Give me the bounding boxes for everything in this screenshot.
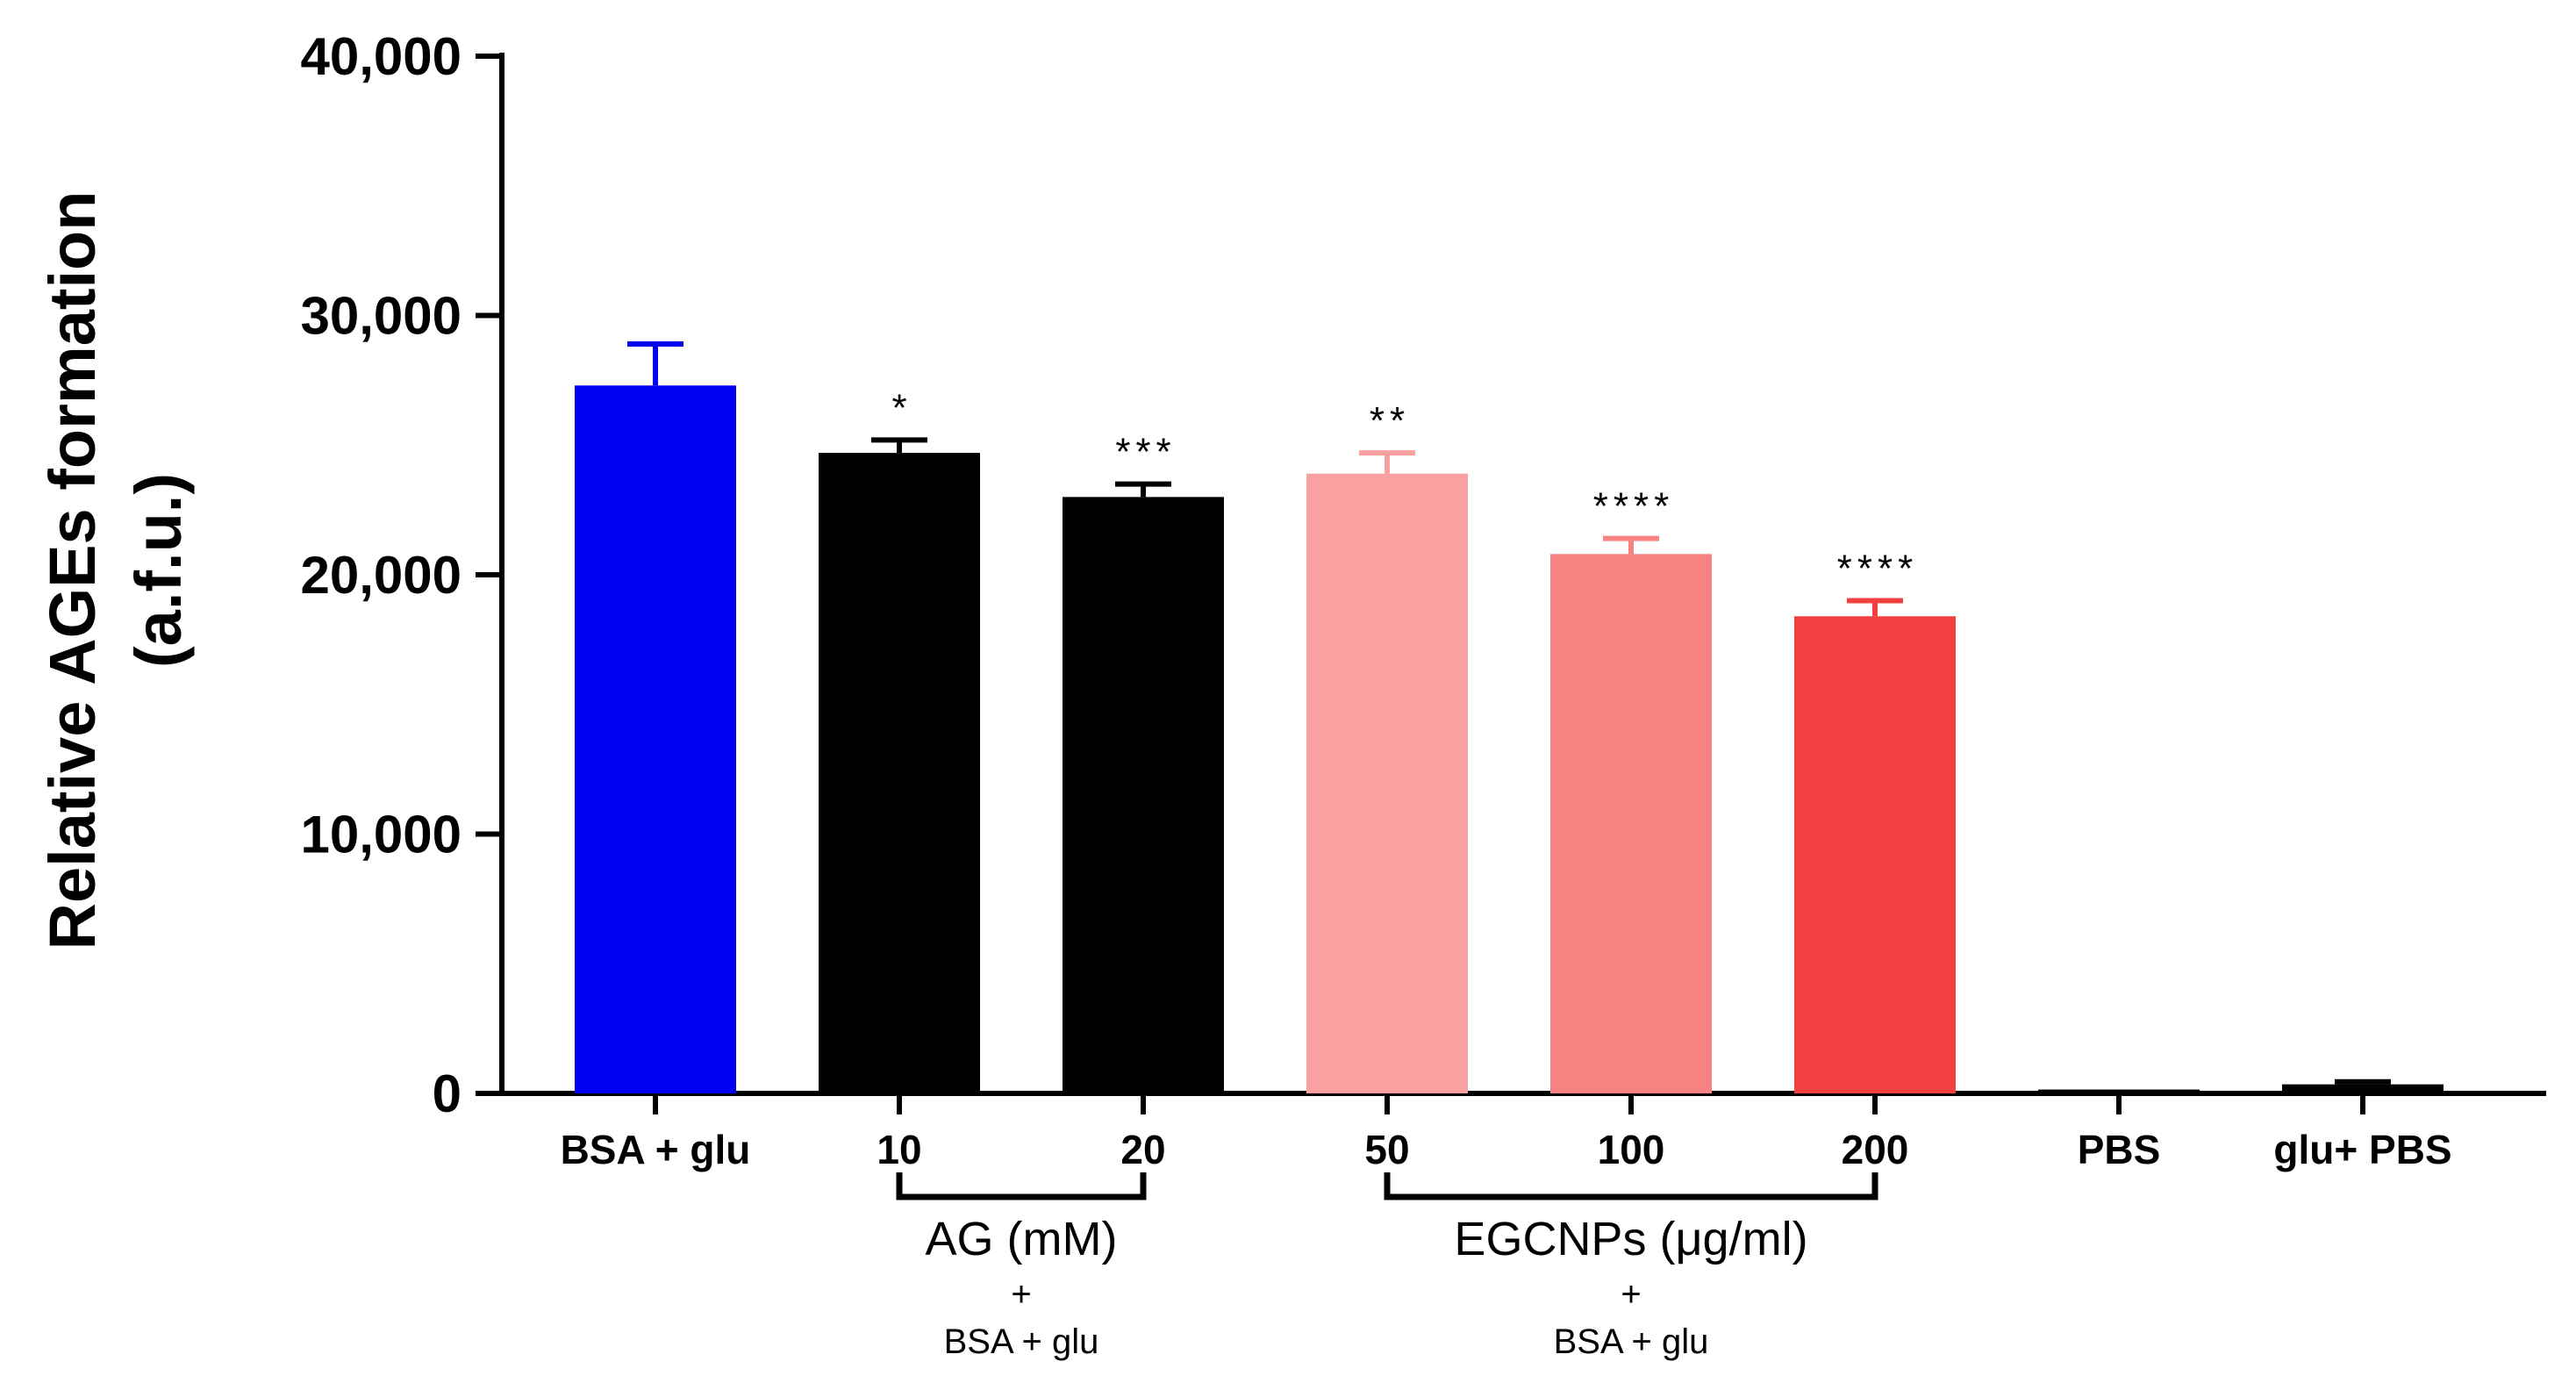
y-tick-label: 20,000	[300, 546, 462, 605]
category-label: 100	[1598, 1127, 1665, 1172]
group-sub-label: BSA + glu	[944, 1322, 1099, 1361]
y-axis-label-line1: Relative AGEs formation	[36, 191, 109, 950]
significance-label: *	[891, 386, 912, 429]
y-axis-label-line2: (a.f.u.)	[122, 473, 195, 668]
significance-label: ***	[1115, 431, 1176, 474]
category-label: glu+ PBS	[2273, 1127, 2451, 1172]
group-plus-label: +	[1011, 1275, 1031, 1314]
labels: BSA + glu * 10 *** 20 ** 50 **** 100 **** 200 PBS gl…	[561, 386, 2452, 1361]
y-tick-label: 0	[433, 1064, 462, 1123]
significance-label: **	[1370, 399, 1410, 442]
y-tick-label: 40,000	[300, 27, 462, 86]
bar	[2038, 1089, 2200, 1093]
bar	[1063, 497, 1224, 1093]
group-sub-label: BSA + glu	[1554, 1322, 1709, 1361]
bars	[575, 341, 2444, 1093]
y-tick-label: 30,000	[300, 287, 462, 346]
category-label: 10	[877, 1127, 921, 1172]
category-label: 50	[1364, 1127, 1409, 1172]
group-label: AG (mM)	[926, 1213, 1118, 1265]
bar	[819, 453, 980, 1093]
bar	[1306, 473, 1468, 1093]
y-tick-label: 10,000	[300, 806, 462, 864]
bar	[575, 385, 736, 1093]
group-plus-label: +	[1621, 1275, 1641, 1314]
category-label: 20	[1120, 1127, 1165, 1172]
significance-label: ****	[1593, 485, 1675, 528]
y-axis-title: Relative AGEs formation (a.f.u.)	[36, 191, 195, 950]
group-bracket	[1384, 1172, 1878, 1200]
bar	[1794, 616, 1956, 1093]
bar	[2282, 1084, 2444, 1093]
bar	[1550, 554, 1712, 1093]
category-label: BSA + glu	[561, 1127, 751, 1172]
category-label: 200	[1842, 1127, 1909, 1172]
group-label: EGCNPs (μg/ml)	[1454, 1213, 1807, 1265]
category-label: PBS	[2078, 1127, 2161, 1172]
group-bracket	[896, 1172, 1147, 1200]
significance-label: ****	[1837, 548, 1919, 591]
